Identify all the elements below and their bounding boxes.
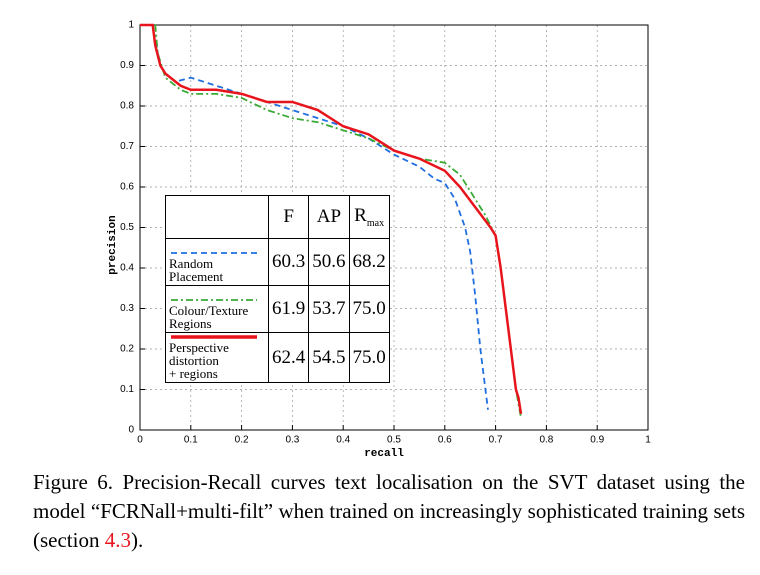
y-tick-label: 0.5 xyxy=(120,222,134,233)
x-tick-label: 0.3 xyxy=(285,435,299,446)
legend-label-line: distortion xyxy=(169,353,219,368)
legend-score: 75.0 xyxy=(348,332,390,383)
legend-score: 75.0 xyxy=(348,285,390,333)
legend-swatch xyxy=(171,252,257,254)
legend-label: Colour/Texture Regions xyxy=(165,285,269,333)
x-tick-label: 0.1 xyxy=(184,435,198,446)
legend-score: 62.4 xyxy=(267,332,310,383)
y-tick-label: 0.2 xyxy=(120,344,134,355)
legend-swatch xyxy=(171,335,257,339)
legend-row: Perspective distortion + regions 62.4 54.5 75… xyxy=(165,332,390,383)
y-tick-label: 0.6 xyxy=(120,182,134,193)
legend-column-header: AP xyxy=(308,195,350,239)
column-name: F xyxy=(283,206,294,227)
x-tick-label: 1 xyxy=(645,435,651,446)
y-axis-label: precision xyxy=(107,215,119,274)
caption: Figure 6. Precision-Recall curves text l… xyxy=(33,468,745,555)
legend-label: Random Placement xyxy=(165,238,269,286)
section-link[interactable]: 4.3 xyxy=(104,528,131,552)
plot-frame xyxy=(139,24,649,431)
x-tick-label: 0.7 xyxy=(489,435,503,446)
legend-swatch xyxy=(171,299,257,301)
legend-column-header: Rmax xyxy=(348,195,390,239)
y-tick-label: 0.4 xyxy=(120,263,134,274)
x-tick-label: 0.6 xyxy=(438,435,452,446)
legend-score: 60.3 xyxy=(267,238,310,286)
legend-label-line: Perspective xyxy=(169,340,229,355)
caption-text: ). xyxy=(130,528,144,552)
legend-row: Random Placement 60.3 50.6 68.2 xyxy=(165,238,390,286)
column-name: AP xyxy=(316,206,342,227)
x-tick-label: 0.8 xyxy=(539,435,553,446)
x-axis-label: recall xyxy=(364,448,404,460)
series-line xyxy=(140,23,523,414)
x-tick-label: 0.2 xyxy=(235,435,249,446)
caption-text: Figure 6. Precision-Recall curves text l… xyxy=(33,470,745,552)
legend-label-line: Colour/Texture xyxy=(169,303,249,318)
y-tick-label: 0.1 xyxy=(120,384,134,395)
x-tick-label: 0 xyxy=(137,435,143,446)
column-name: R xyxy=(354,205,367,227)
legend-score: 68.2 xyxy=(348,238,390,286)
y-tick-label: 0.9 xyxy=(120,60,134,71)
legend-score: 50.6 xyxy=(308,238,350,286)
y-tick-label: 0.3 xyxy=(120,303,134,314)
x-tick-label: 0.9 xyxy=(590,435,604,446)
y-tick-label: 0.8 xyxy=(120,101,134,112)
x-tick-label: 0.4 xyxy=(336,435,350,446)
y-tick-label: 1 xyxy=(128,20,134,31)
legend-header: F AP Rmax xyxy=(165,195,390,239)
chart: recall precision 0 0.1 0.2 0.3 0.4 0.5 0.6 0.7 0… xyxy=(107,20,651,460)
legend-score: 54.5 xyxy=(308,332,350,383)
legend-row: Colour/Texture Regions 61.9 53.7 75.0 xyxy=(165,285,390,333)
legend-score: 61.9 xyxy=(267,285,310,333)
legend-label-line: Regions xyxy=(169,316,212,331)
y-tick-label: 0 xyxy=(128,425,134,436)
legend-label: Perspective distortion + regions xyxy=(165,332,269,383)
legend-label-line: Random xyxy=(169,256,214,271)
legend-label-line: + regions xyxy=(169,366,218,381)
y-tick-label: 0.7 xyxy=(120,141,134,152)
legend-corner xyxy=(165,195,269,239)
x-tick-label: 0.5 xyxy=(387,435,401,446)
legend-table: F AP Rmax Random Placement 60.3 50.6 68.2 Colour… xyxy=(165,195,390,383)
legend-column-header: F xyxy=(267,195,310,239)
legend-score: 53.7 xyxy=(308,285,350,333)
column-subscript: max xyxy=(366,217,385,229)
legend-label-line: Placement xyxy=(169,269,224,284)
